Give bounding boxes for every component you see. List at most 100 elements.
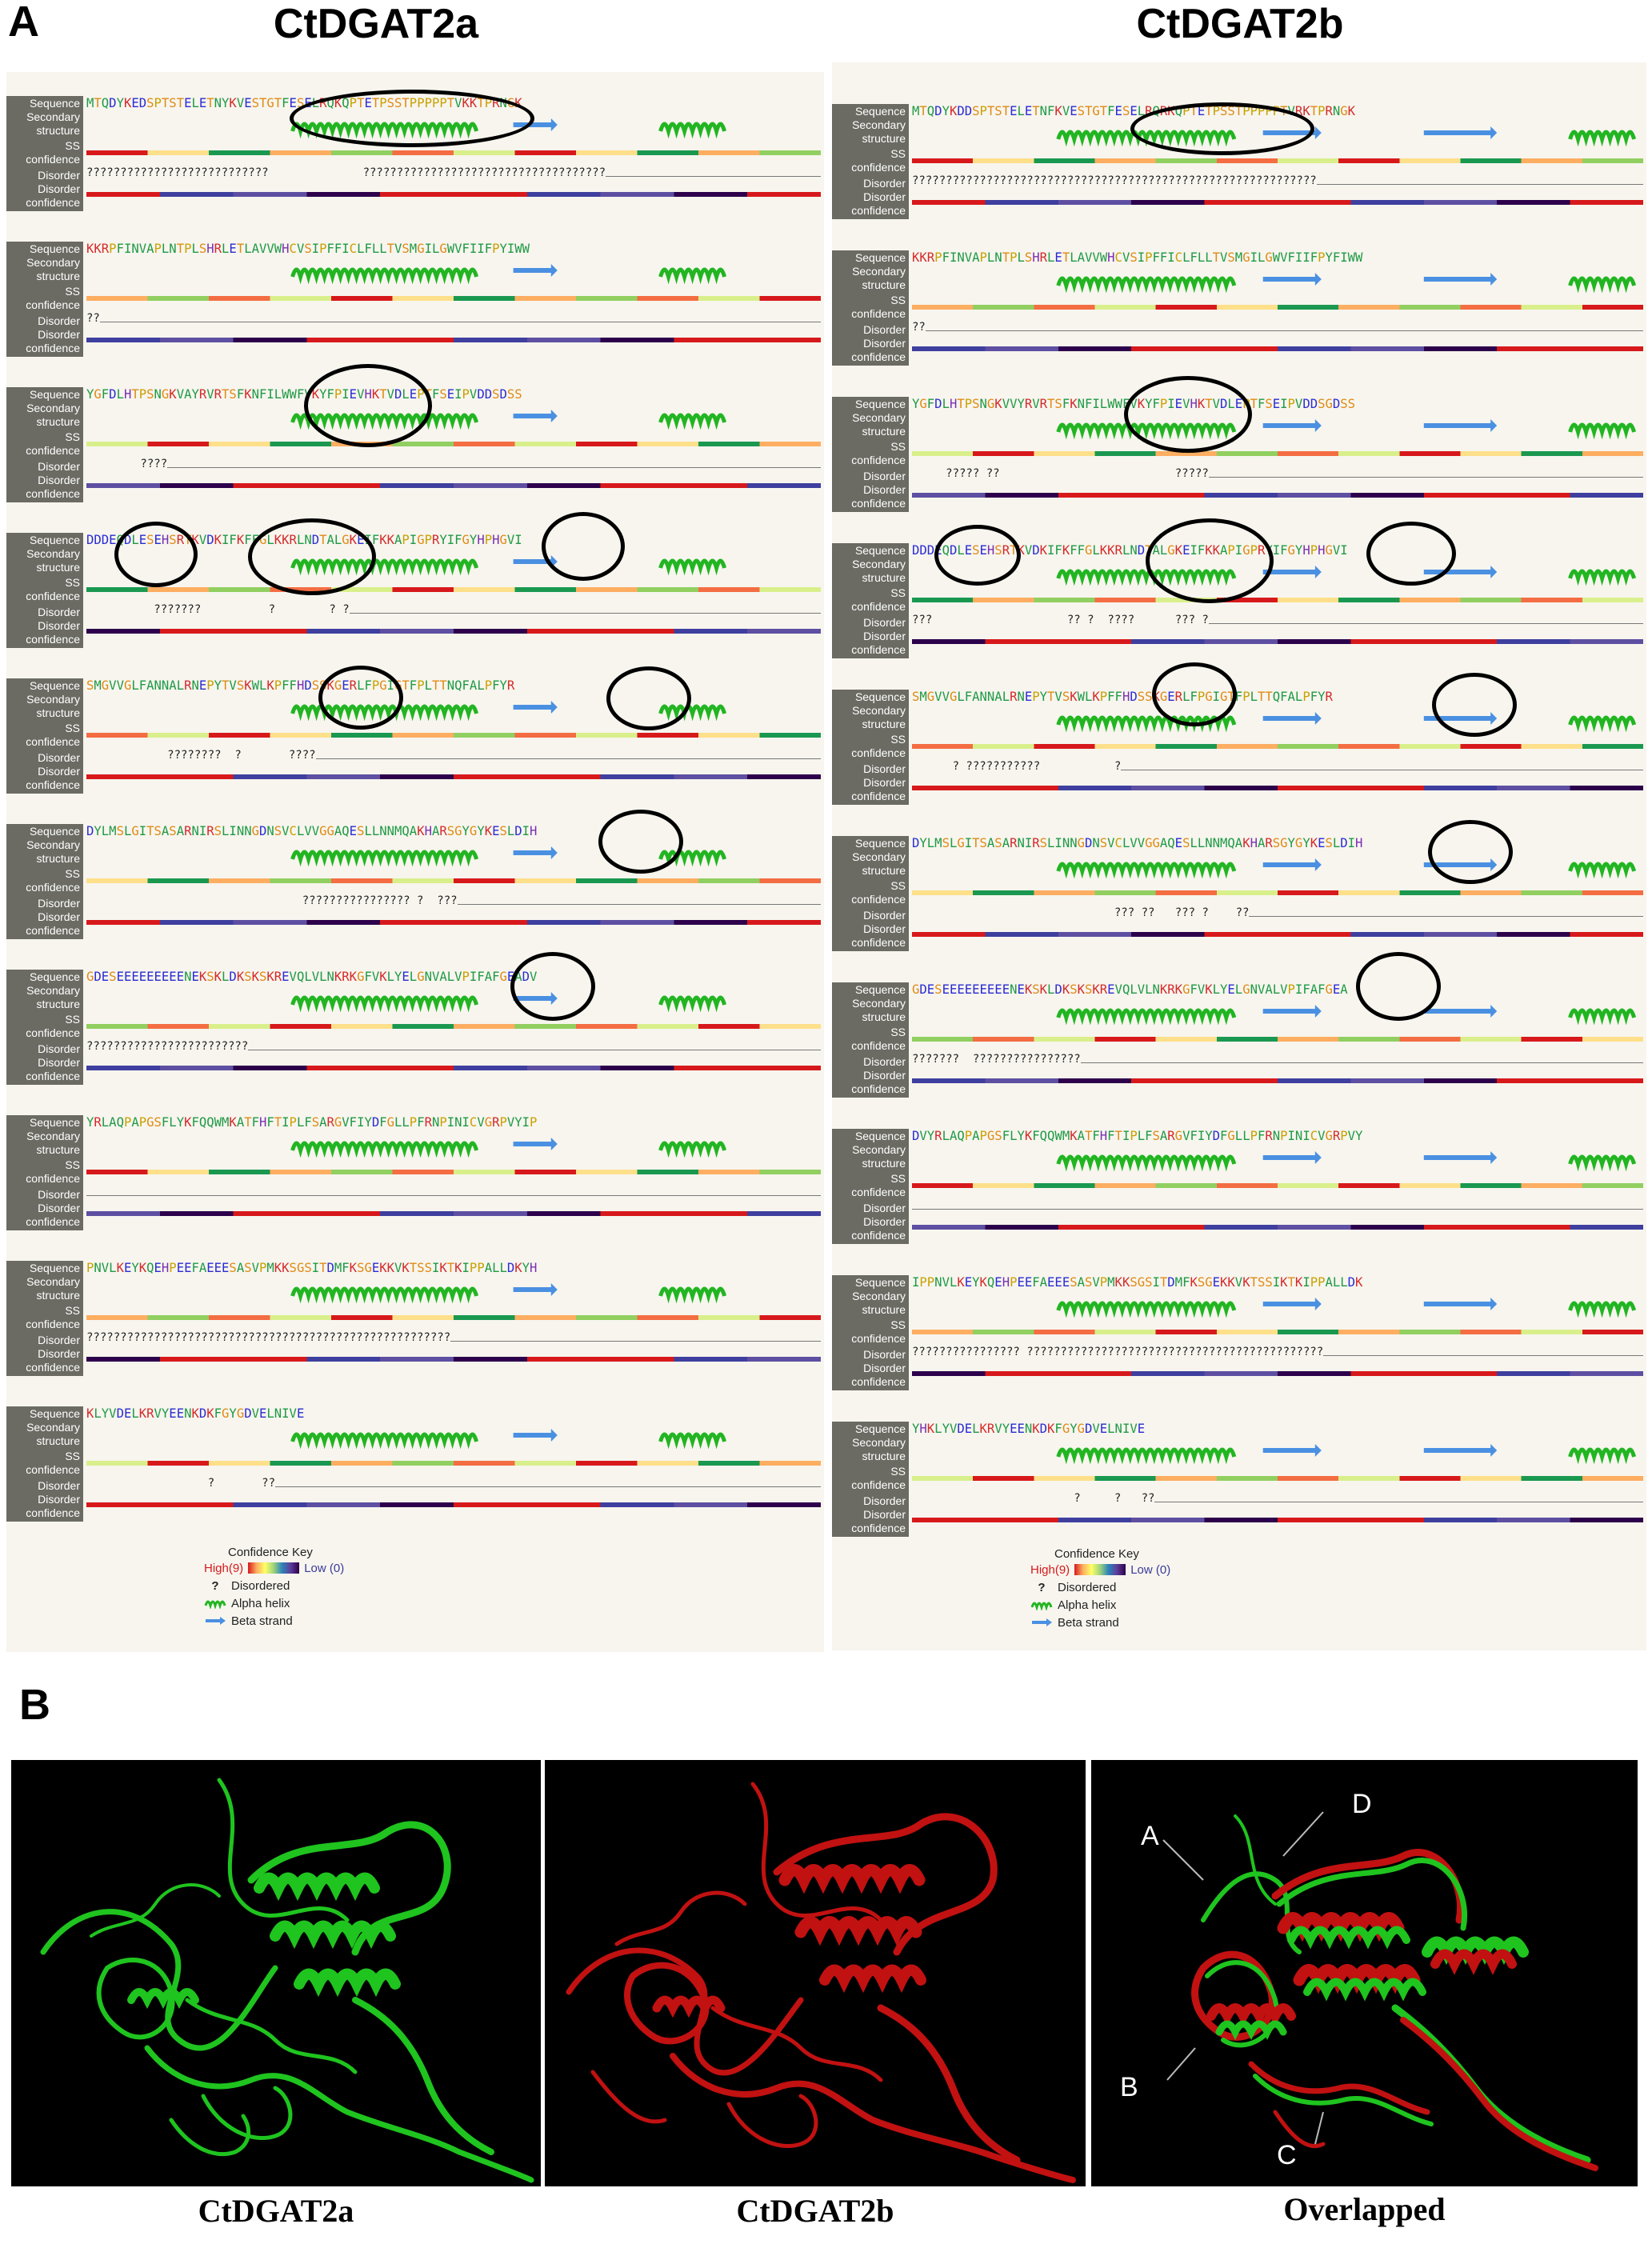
highlight-circle	[318, 666, 403, 730]
disorder-confidence-label: Disorder confidence	[832, 776, 909, 805]
confidence-key-title: Confidence Key	[1054, 1547, 1139, 1561]
disorder-baseline	[86, 1195, 821, 1196]
highlight-circle	[248, 518, 376, 595]
beta-strand-mark	[1262, 1151, 1322, 1164]
overlay-label-a: A	[1141, 1821, 1159, 1851]
disorder-confidence-bar	[86, 1066, 821, 1070]
sequence-label: Sequence	[6, 1115, 83, 1130]
right-column-title: CtDGAT2b	[1136, 1, 1344, 47]
highlight-circle	[934, 525, 1021, 586]
highlight-circle	[1356, 952, 1441, 1021]
disorder-confidence-bar	[86, 1502, 821, 1507]
disorder-markers: ? ? ??	[912, 1492, 1155, 1505]
ss-confidence-label: SS confidence	[832, 1172, 909, 1201]
disorder-markers: ??	[912, 321, 926, 334]
amino-acid-sequence: SMGVVGLFANNALRNEPYTVSKWLKPFFHDSSKGERLFPG…	[86, 678, 515, 693]
overlapped-structure-view: A D B C	[1091, 1760, 1638, 2186]
disorder-confidence-bar	[912, 1078, 1643, 1083]
secondary-structure-track	[1056, 1151, 1637, 1172]
secondary-structure-label: Secondary structure	[6, 984, 83, 1013]
sequence-label: Sequence	[6, 678, 83, 693]
highlight-circle	[304, 364, 432, 447]
sequence-label: Sequence	[832, 1422, 909, 1436]
disorder-baseline	[912, 623, 1643, 624]
sequence-label: Sequence	[6, 387, 83, 402]
ss-confidence-bar	[86, 1170, 821, 1174]
ss-confidence-bar	[912, 1330, 1643, 1334]
beta-strand-mark	[1262, 273, 1322, 286]
green-ribbon-structure	[40, 1778, 534, 2183]
ss-confidence-label: SS confidence	[832, 733, 909, 762]
secondary-structure-label: Secondary structure	[832, 558, 909, 586]
beta-strand-mark	[1262, 566, 1322, 578]
secondary-structure-track	[290, 701, 727, 722]
disorder-confidence-label: Disorder confidence	[6, 1493, 83, 1522]
disordered-symbol: ?	[211, 1578, 219, 1593]
panel-a-letter: A	[8, 0, 39, 46]
left-prediction-column	[6, 72, 824, 1652]
secondary-structure-label: Secondary structure	[6, 256, 83, 285]
secondary-structure-track	[1056, 1005, 1637, 1026]
alpha-helix-icon	[1030, 1602, 1053, 1610]
disorder-confidence-bar	[912, 786, 1643, 790]
highlight-circle	[114, 522, 198, 587]
disorder-baseline	[86, 467, 821, 468]
alpha-helix-mark	[290, 1286, 479, 1304]
alpha-helix-mark	[290, 1141, 479, 1158]
sequence-label: Sequence	[832, 690, 909, 704]
beta-strand-icon	[206, 1617, 226, 1625]
disorder-markers: ????????????????????????	[86, 1040, 249, 1053]
ss-confidence-label: SS confidence	[6, 1304, 83, 1333]
sequence-block: Sequence Secondary structure SS confidence…	[832, 680, 1646, 824]
disorder-confidence-bar	[86, 338, 821, 342]
amino-acid-sequence: GDESEEEEEEEEENEKSKLDKSKSKREVQLVLNKRKGFVK…	[86, 970, 538, 984]
highlight-circle	[1152, 662, 1237, 726]
sequence-label: Sequence	[6, 96, 83, 110]
sequence-label: Sequence	[832, 397, 909, 411]
disorder-baseline	[912, 477, 1643, 478]
disorder-confidence-bar	[912, 200, 1643, 205]
disorder-markers: ??????? ????????????????	[912, 1053, 1081, 1066]
sequence-label: Sequence	[832, 836, 909, 850]
panel-b-letter: B	[19, 1681, 50, 1729]
sequence-block: Sequence Secondary structure SS confidence…	[6, 1106, 824, 1250]
beta-strand-mark	[1423, 566, 1498, 578]
secondary-structure-label: Secondary structure	[832, 265, 909, 294]
ss-confidence-bar	[912, 158, 1643, 163]
highlight-circle	[1432, 673, 1517, 737]
secondary-structure-label: Secondary structure	[6, 1421, 83, 1450]
ss-confidence-label: SS confidence	[832, 586, 909, 615]
ss-confidence-label: SS confidence	[6, 1158, 83, 1187]
amino-acid-sequence: YHKLYVDELKRVYEENKDKFGYGDVELNIVE	[912, 1422, 1146, 1436]
red-ribbon-structure	[566, 1782, 1076, 2183]
disorder-confidence-bar	[86, 774, 821, 779]
disorder-baseline	[86, 613, 821, 614]
ss-confidence-bar	[912, 451, 1643, 456]
disorder-baseline	[86, 1341, 821, 1342]
key-beta: Beta strand	[1058, 1615, 1119, 1630]
beta-strand-mark	[513, 846, 558, 859]
secondary-structure-label: Secondary structure	[6, 838, 83, 867]
secondary-structure-label: Secondary structure	[832, 997, 909, 1026]
secondary-structure-track	[1056, 1298, 1637, 1318]
ss-confidence-bar	[86, 587, 821, 592]
secondary-structure-label: Secondary structure	[832, 850, 909, 879]
alpha-helix-mark	[658, 1432, 727, 1450]
ss-confidence-label: SS confidence	[6, 1450, 83, 1478]
disorder-markers: ????	[86, 458, 168, 470]
ss-confidence-bar	[912, 744, 1643, 749]
overlay-label-c: C	[1277, 2140, 1297, 2170]
highlight-circle	[1124, 376, 1252, 453]
disorder-markers: ????? ?? ?????	[912, 467, 1209, 480]
beta-strand-mark	[513, 1138, 558, 1150]
disorder-markers: ???????????????? ? ???	[86, 894, 458, 907]
sequence-block: Sequence Secondary structure SS confidence…	[832, 1119, 1646, 1263]
disorder-label: Disorder	[6, 1042, 83, 1056]
amino-acid-sequence: KKRPFINVAPLNTPLSHRLETLAVVWHCVSIPFFICLFLL…	[912, 250, 1363, 265]
caption-ctdgat2a: CtDGAT2a	[198, 2193, 354, 2229]
alpha-helix-mark	[1568, 862, 1637, 879]
alpha-helix-mark	[1568, 422, 1637, 440]
disorder-markers: ??????????????????????????? ????????????…	[86, 166, 606, 179]
alpha-helix-mark	[1568, 1447, 1637, 1465]
beta-strand-mark	[513, 118, 558, 131]
